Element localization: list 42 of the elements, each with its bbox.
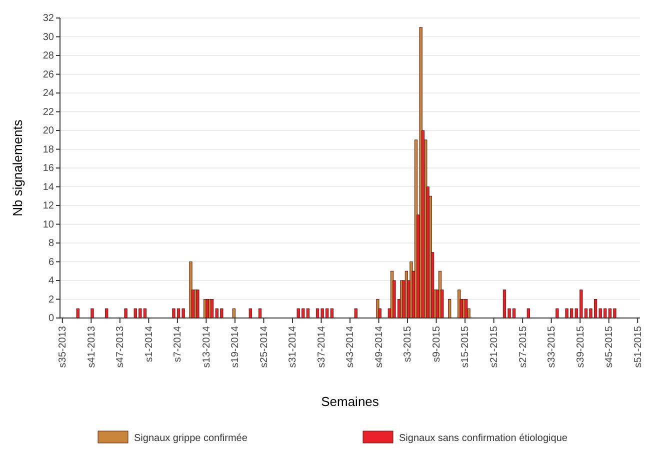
x-tick-label: s45-2015 [604,326,616,368]
x-tick-label: s3-2015 [402,326,414,362]
y-tick-label: 2 [48,294,54,306]
y-tick-label: 28 [42,50,54,62]
y-tick-label: 26 [42,69,54,80]
x-tick-label: s49-2014 [374,326,385,368]
x-tick-label: s37-2014 [316,326,328,368]
y-tick-label: 32 [42,13,54,24]
x-tick-label: s31-2014 [288,326,299,368]
y-tick-label: 16 [42,163,54,174]
y-tick-label: 20 [42,126,54,137]
x-tick-label: s47-2013 [115,326,126,368]
x-tick-label: s1-2014 [144,326,155,362]
y-tick-label: 18 [42,144,54,156]
x-tick-label: s41-2013 [86,326,98,368]
x-tick-label: s13-2014 [201,326,212,368]
legend-label: Signaux sans confirmation étiologique [399,433,568,444]
x-tick-label: s21-2015 [489,326,500,368]
y-tick-label: 8 [48,238,54,250]
legend-label: Signaux grippe confirmée [134,433,248,444]
x-tick-label: s25-2014 [258,326,270,368]
x-tick-label: s19-2014 [230,326,242,368]
x-tick-label: s7-2014 [172,326,184,362]
y-tick-label: 6 [48,256,54,268]
y-tick-label: 12 [42,200,54,212]
x-tick-label: s39-2015 [575,326,586,368]
x-tick-label: s35-2013 [58,326,69,368]
y-tick-label: 4 [48,276,54,287]
y-tick-label: 30 [42,32,54,43]
x-axis-title: Semaines [321,394,380,409]
y-tick-label: 22 [42,106,54,118]
y-tick-label: 24 [42,88,54,100]
x-tick-label: s43-2014 [345,326,356,368]
y-tick-label: 14 [42,182,54,193]
x-tick-label: s33-2015 [546,326,558,368]
x-tick-label: s9-2015 [431,326,442,362]
y-tick-label: 10 [42,219,54,230]
y-axis-title: Nb signalements [10,119,25,216]
y-tick-label: 0 [48,313,54,324]
x-tick-label: s27-2015 [518,326,529,368]
x-tick-label: s15-2015 [460,326,472,368]
x-tick-label: s51-2015 [632,326,644,368]
